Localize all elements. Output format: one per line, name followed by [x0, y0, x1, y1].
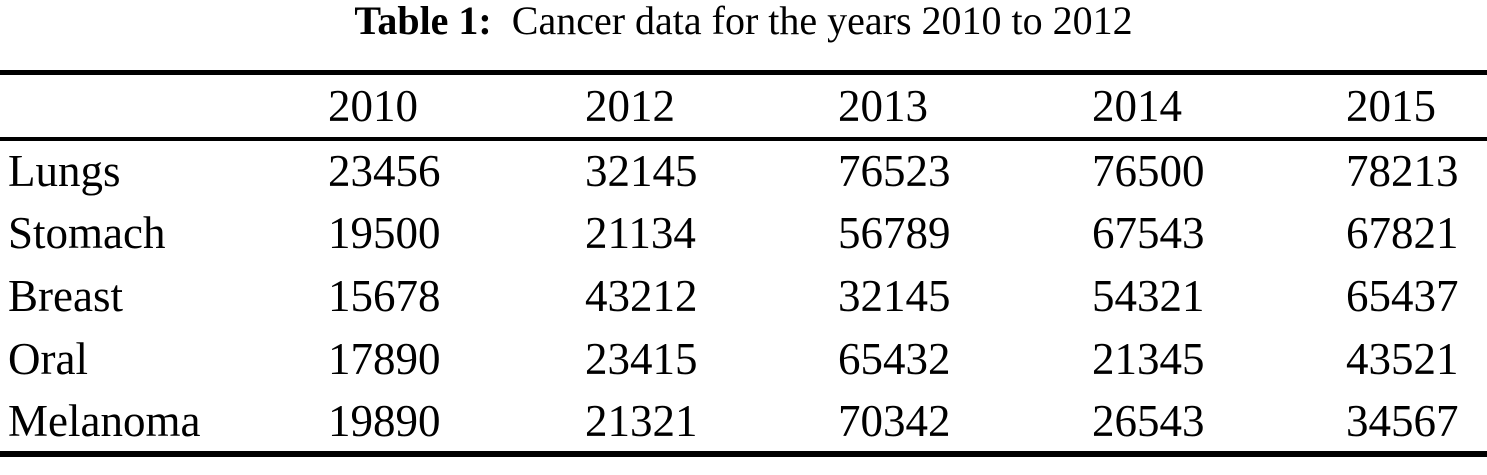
data-cell: 26543 — [1092, 395, 1205, 446]
data-table: 2010 2012 2013 2014 2015 Lungs 23456 32145… — [0, 70, 1487, 457]
column-header-2013: 2013 — [838, 80, 928, 131]
data-cell: 23456 — [328, 146, 441, 196]
row-label: Lungs — [8, 146, 121, 196]
row-label: Stomach — [8, 208, 166, 258]
data-cell: 32145 — [585, 146, 698, 196]
data-cell: 21134 — [585, 208, 696, 258]
table-caption: Table 1: Cancer data for the years 2010 t… — [0, 0, 1487, 45]
table-row: Melanoma 19890 21321 70342 26543 34567 — [0, 391, 1487, 454]
data-cell: 15678 — [328, 271, 441, 321]
data-cell: 65437 — [1346, 271, 1459, 321]
data-cell: 34567 — [1346, 395, 1459, 446]
table-row: Oral 17890 23415 65432 21345 43521 — [0, 328, 1487, 391]
table-row: Stomach 19500 21134 56789 67543 67821 — [0, 202, 1487, 265]
table-row: Breast 15678 43212 32145 54321 65437 — [0, 265, 1487, 328]
data-cell: 19890 — [328, 395, 441, 446]
table-row: Lungs 23456 32145 76523 76500 78213 — [0, 139, 1487, 202]
data-cell: 21345 — [1092, 334, 1205, 384]
column-header-2012: 2012 — [585, 80, 675, 131]
data-cell: 78213 — [1346, 146, 1459, 196]
data-cell: 76523 — [838, 146, 951, 196]
data-cell: 23415 — [585, 334, 698, 384]
data-cell: 54321 — [1092, 271, 1205, 321]
column-header-2015: 2015 — [1346, 80, 1436, 131]
caption-label: Table 1: — [354, 0, 492, 43]
data-cell: 43521 — [1346, 334, 1459, 384]
column-header-blank — [0, 73, 328, 139]
data-cell: 70342 — [838, 395, 951, 446]
data-cell: 56789 — [838, 208, 951, 258]
data-cell: 65432 — [838, 334, 951, 384]
caption-text: Cancer data for the years 2010 to 2012 — [511, 0, 1133, 43]
table-body: Lungs 23456 32145 76523 76500 78213 Stomach 195… — [0, 139, 1487, 454]
row-label: Melanoma — [8, 395, 201, 446]
data-cell: 43212 — [585, 271, 698, 321]
table-header-row: 2010 2012 2013 2014 2015 — [0, 73, 1487, 139]
data-cell: 32145 — [838, 271, 951, 321]
column-header-2014: 2014 — [1092, 80, 1182, 131]
data-cell: 19500 — [328, 208, 441, 258]
data-cell: 76500 — [1092, 146, 1205, 196]
data-cell: 21321 — [585, 395, 698, 446]
data-cell: 67821 — [1346, 208, 1459, 258]
row-label: Breast — [8, 271, 123, 321]
data-cell: 17890 — [328, 334, 441, 384]
data-cell: 67543 — [1092, 208, 1205, 258]
row-label: Oral — [8, 334, 88, 384]
column-header-2010: 2010 — [328, 80, 418, 131]
